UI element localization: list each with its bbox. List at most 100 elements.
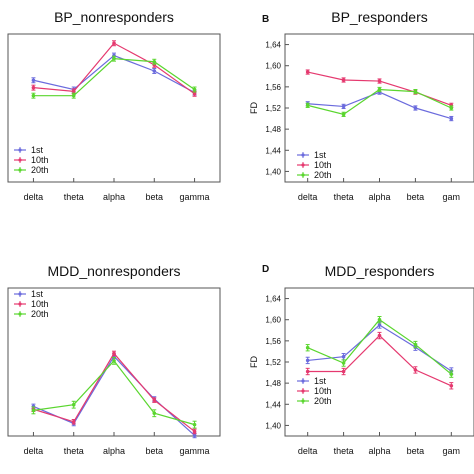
- data-point: [112, 41, 116, 46]
- legend-swatch-dot: [301, 379, 305, 383]
- series-line: [307, 334, 452, 387]
- series-20th: [31, 55, 197, 99]
- data-point: [112, 359, 116, 363]
- x-tick-label: beta: [407, 446, 425, 456]
- y-tick-label: 1,40: [265, 167, 281, 176]
- y-axis-label: FD: [249, 102, 259, 114]
- y-tick-label: 1,52: [265, 358, 281, 367]
- data-point: [112, 56, 116, 61]
- panel-title: BP_responders: [331, 9, 428, 25]
- data-point: [192, 422, 197, 427]
- x-tick-label: gam: [443, 446, 461, 456]
- data-point: [152, 69, 157, 73]
- data-point: [31, 408, 36, 413]
- x-tick-label: gamma: [180, 192, 210, 202]
- series-1st: [31, 353, 197, 439]
- data-point: [305, 369, 310, 374]
- data-point: [71, 89, 76, 94]
- series-line: [33, 355, 195, 436]
- data-point: [152, 411, 157, 416]
- panel-title: MDD_nonresponders: [47, 263, 180, 279]
- x-tick-label: theta: [334, 446, 354, 456]
- y-axis-label: FD: [249, 356, 259, 368]
- data-point: [449, 372, 454, 376]
- legend-label: 10th: [31, 299, 49, 309]
- legend-label: 10th: [31, 155, 49, 165]
- series-line: [307, 91, 452, 120]
- series-1st: [305, 321, 454, 375]
- data-point: [341, 104, 346, 109]
- data-point: [192, 429, 197, 434]
- data-point: [413, 106, 418, 110]
- x-tick-label: alpha: [103, 192, 125, 202]
- x-tick-label: theta: [64, 192, 84, 202]
- legend-swatch-dot: [18, 158, 22, 162]
- series-10th: [305, 331, 454, 390]
- data-point: [341, 78, 346, 82]
- x-tick-label: alpha: [103, 446, 125, 456]
- legend-swatch-dot: [18, 292, 22, 296]
- data-point: [341, 354, 346, 359]
- data-point: [377, 79, 382, 83]
- legend-label: 20th: [31, 309, 49, 319]
- legend-swatch-dot: [301, 389, 305, 393]
- panel-title: MDD_responders: [325, 263, 435, 279]
- data-point: [377, 87, 382, 92]
- series-20th: [31, 356, 197, 429]
- y-tick-label: 1,60: [265, 316, 281, 325]
- legend-swatch-dot: [301, 153, 305, 157]
- y-tick-label: 1,60: [265, 62, 281, 71]
- data-point: [71, 402, 76, 407]
- x-tick-label: alpha: [368, 192, 390, 202]
- data-point: [341, 369, 346, 374]
- data-point: [71, 419, 76, 424]
- legend-swatch-dot: [18, 168, 22, 172]
- series-line: [307, 324, 452, 372]
- legend-label: 10th: [314, 160, 332, 170]
- y-tick-label: 1,44: [265, 146, 281, 155]
- y-tick-label: 1,44: [265, 400, 281, 409]
- x-tick-label: delta: [298, 192, 318, 202]
- data-point: [192, 433, 197, 438]
- x-tick-label: alpha: [368, 446, 390, 456]
- data-point: [305, 103, 310, 108]
- y-tick-label: 1,52: [265, 104, 281, 113]
- series-20th: [305, 86, 454, 117]
- series-1st: [305, 89, 454, 122]
- series-20th: [305, 316, 454, 378]
- data-point: [341, 112, 346, 117]
- y-tick-label: 1,64: [265, 295, 281, 304]
- panel-title: BP_nonresponders: [54, 9, 174, 25]
- panel-4: MDD_responders D 1,40 1,44 1,48 1,52 1,56 1,60 1…: [249, 263, 474, 456]
- panel-2: BP_responders B 1,40 1,44 1,48 1,52 1,56 1,60 1,…: [249, 9, 474, 202]
- y-tick-label: 1,56: [265, 337, 281, 346]
- data-point: [377, 333, 382, 338]
- x-tick-label: gamma: [180, 446, 210, 456]
- data-point: [31, 78, 36, 83]
- x-tick-label: delta: [298, 446, 318, 456]
- data-point: [413, 368, 418, 372]
- legend-label: 20th: [31, 165, 49, 175]
- data-point: [71, 93, 76, 98]
- plot-frame: [284, 287, 474, 437]
- x-tick-label: delta: [24, 192, 44, 202]
- x-tick-label: gam: [443, 192, 461, 202]
- legend-label: 1st: [314, 376, 327, 386]
- x-tick-label: beta: [407, 192, 425, 202]
- y-tick-label: 1,48: [265, 125, 281, 134]
- data-point: [377, 323, 382, 327]
- data-point: [305, 70, 310, 74]
- series-line: [33, 352, 195, 432]
- legend-swatch-dot: [301, 399, 305, 403]
- legend-label: 1st: [31, 145, 44, 155]
- legend-label: 1st: [31, 289, 44, 299]
- legend-swatch-dot: [18, 312, 22, 316]
- y-tick-label: 1,64: [265, 41, 281, 50]
- data-point: [31, 93, 36, 98]
- series-10th: [31, 40, 197, 97]
- y-tick-label: 1,48: [265, 379, 281, 388]
- y-tick-label: 1,56: [265, 83, 281, 92]
- data-point: [305, 358, 310, 363]
- legend-label: 20th: [314, 170, 332, 180]
